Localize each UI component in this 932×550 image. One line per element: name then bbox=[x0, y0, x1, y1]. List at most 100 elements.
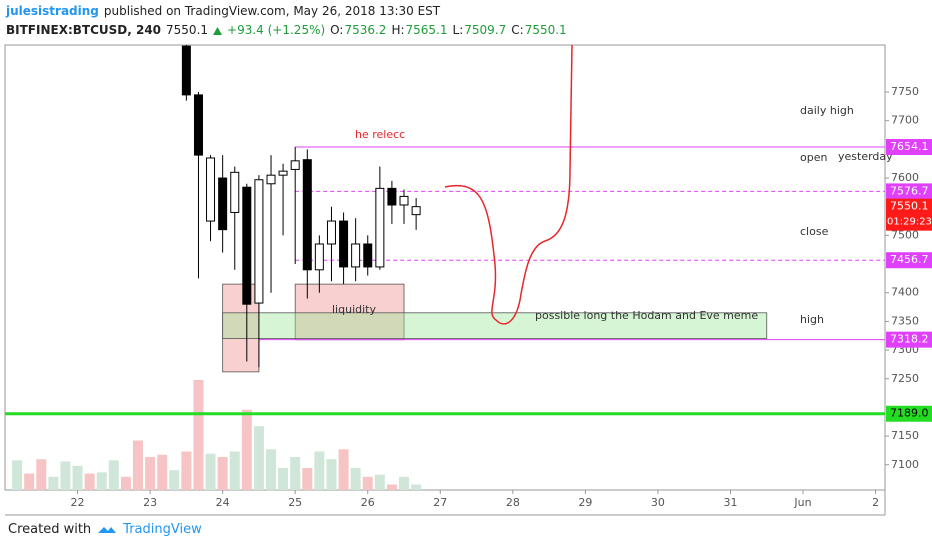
published: published on TradingView.com, May 26, 20… bbox=[103, 4, 441, 18]
level-tag bbox=[886, 252, 932, 269]
volume-bar bbox=[290, 457, 301, 490]
volume-bar bbox=[157, 454, 168, 490]
volume-bar bbox=[217, 457, 228, 490]
volume-bar bbox=[326, 459, 337, 490]
footer: Created with TradingView bbox=[8, 522, 202, 537]
volume-bar bbox=[60, 461, 71, 490]
change: +93.4 (+1.25%) bbox=[227, 23, 326, 37]
volume-bar bbox=[96, 472, 107, 490]
y-tick-label: 7500 bbox=[891, 228, 919, 241]
candle-body bbox=[218, 177, 228, 231]
x-tick-label: Jun bbox=[793, 496, 811, 509]
candle-body bbox=[411, 206, 421, 216]
annotation: possible long the Hodam and Eve meme bbox=[535, 309, 758, 322]
candle-body bbox=[278, 170, 288, 176]
ohlc-value: 7550.1 bbox=[524, 23, 567, 37]
header: julesistrading published on TradingView.… bbox=[6, 2, 567, 40]
brand[interactable]: TradingView bbox=[123, 522, 202, 537]
ohlc-label: H: bbox=[391, 23, 405, 37]
annotation: liquidity bbox=[332, 303, 376, 316]
last-price-label: 7550.1 bbox=[890, 200, 929, 213]
x-tick-label: 24 bbox=[216, 496, 230, 509]
volume-bar bbox=[253, 426, 264, 490]
candle-body bbox=[314, 243, 324, 271]
symbol: BITFINEX:BTCUSD, 240 bbox=[6, 23, 162, 37]
volume-bar bbox=[266, 449, 277, 490]
level-label: 7576.7 bbox=[890, 184, 929, 197]
volume-bar bbox=[24, 473, 35, 490]
x-tick-label: 31 bbox=[723, 496, 737, 509]
plot-frame bbox=[4, 44, 886, 491]
volume-bar bbox=[132, 440, 143, 490]
ohlc-label: C: bbox=[511, 23, 524, 37]
level-label: 7654.1 bbox=[890, 140, 929, 153]
level-label: 7318.2 bbox=[890, 333, 929, 346]
y-tick-label: 7700 bbox=[891, 114, 919, 127]
volume-bar bbox=[314, 451, 325, 490]
volume-bar bbox=[411, 484, 422, 490]
author[interactable]: julesistrading bbox=[6, 4, 99, 18]
candle-body bbox=[290, 160, 300, 170]
candle-body bbox=[363, 243, 373, 268]
annotation: high bbox=[800, 313, 824, 326]
volume-bar bbox=[181, 451, 192, 490]
volume-bar bbox=[193, 380, 204, 490]
candle-body bbox=[387, 187, 397, 206]
candle-body bbox=[254, 179, 264, 304]
candle-body bbox=[206, 157, 216, 222]
level-label: 7189.0 bbox=[890, 407, 929, 420]
zone bbox=[222, 312, 768, 340]
freehand-drawing bbox=[444, 44, 573, 325]
x-tick-label: 30 bbox=[651, 496, 665, 509]
annotation: close bbox=[800, 225, 829, 238]
level-tag bbox=[886, 183, 932, 200]
volume-bar bbox=[84, 473, 95, 490]
volume-bar bbox=[338, 449, 349, 490]
ohlc-label: L: bbox=[452, 23, 464, 37]
x-tick-label: 22 bbox=[71, 496, 85, 509]
ohlc-value: 7565.1 bbox=[405, 23, 448, 37]
candle-body bbox=[399, 195, 409, 206]
volume-bar bbox=[108, 460, 119, 490]
y-tick-label: 7250 bbox=[891, 372, 919, 385]
candle-body bbox=[193, 94, 203, 156]
volume-bar bbox=[229, 451, 240, 490]
candle-body bbox=[339, 220, 349, 268]
x-tick-label: 28 bbox=[506, 496, 520, 509]
level-tag bbox=[886, 139, 932, 156]
up-arrow bbox=[213, 27, 223, 35]
x-tick-label: 27 bbox=[433, 496, 447, 509]
logo bbox=[98, 526, 117, 533]
ohlc-value: 7536.2 bbox=[344, 23, 387, 37]
countdown: 01:29:23 bbox=[887, 217, 932, 228]
annotation: he relecc bbox=[355, 128, 405, 141]
y-tick-label: 7100 bbox=[891, 458, 919, 471]
y-tick-label: 7750 bbox=[891, 85, 919, 98]
volume-bar bbox=[120, 476, 131, 490]
volume-bar bbox=[72, 465, 83, 490]
last-price-tag bbox=[886, 198, 932, 231]
annotation: daily high bbox=[800, 104, 854, 117]
annotation: open bbox=[800, 151, 827, 164]
y-tick-label: 7600 bbox=[891, 171, 919, 184]
x-tick-label: 25 bbox=[288, 496, 302, 509]
volume-bar bbox=[145, 457, 156, 490]
x-tick-label: 23 bbox=[143, 496, 157, 509]
last-price: 7550.1 bbox=[166, 23, 209, 37]
y-tick-label: 7150 bbox=[891, 429, 919, 442]
volume-bar bbox=[48, 476, 59, 490]
volume-bar bbox=[399, 476, 410, 490]
level-tag bbox=[886, 405, 932, 422]
level-label: 7456.7 bbox=[890, 253, 929, 266]
candle-body bbox=[266, 174, 276, 185]
candle-body bbox=[326, 220, 336, 245]
volume-bar bbox=[36, 459, 47, 490]
volume-bar bbox=[302, 468, 313, 490]
volume-bar bbox=[278, 468, 289, 490]
volume-bar bbox=[12, 460, 23, 490]
x-tick-label: 2 bbox=[872, 496, 879, 509]
volume-bar bbox=[362, 476, 373, 490]
candle-body bbox=[181, 45, 191, 96]
level-tag bbox=[886, 331, 932, 348]
